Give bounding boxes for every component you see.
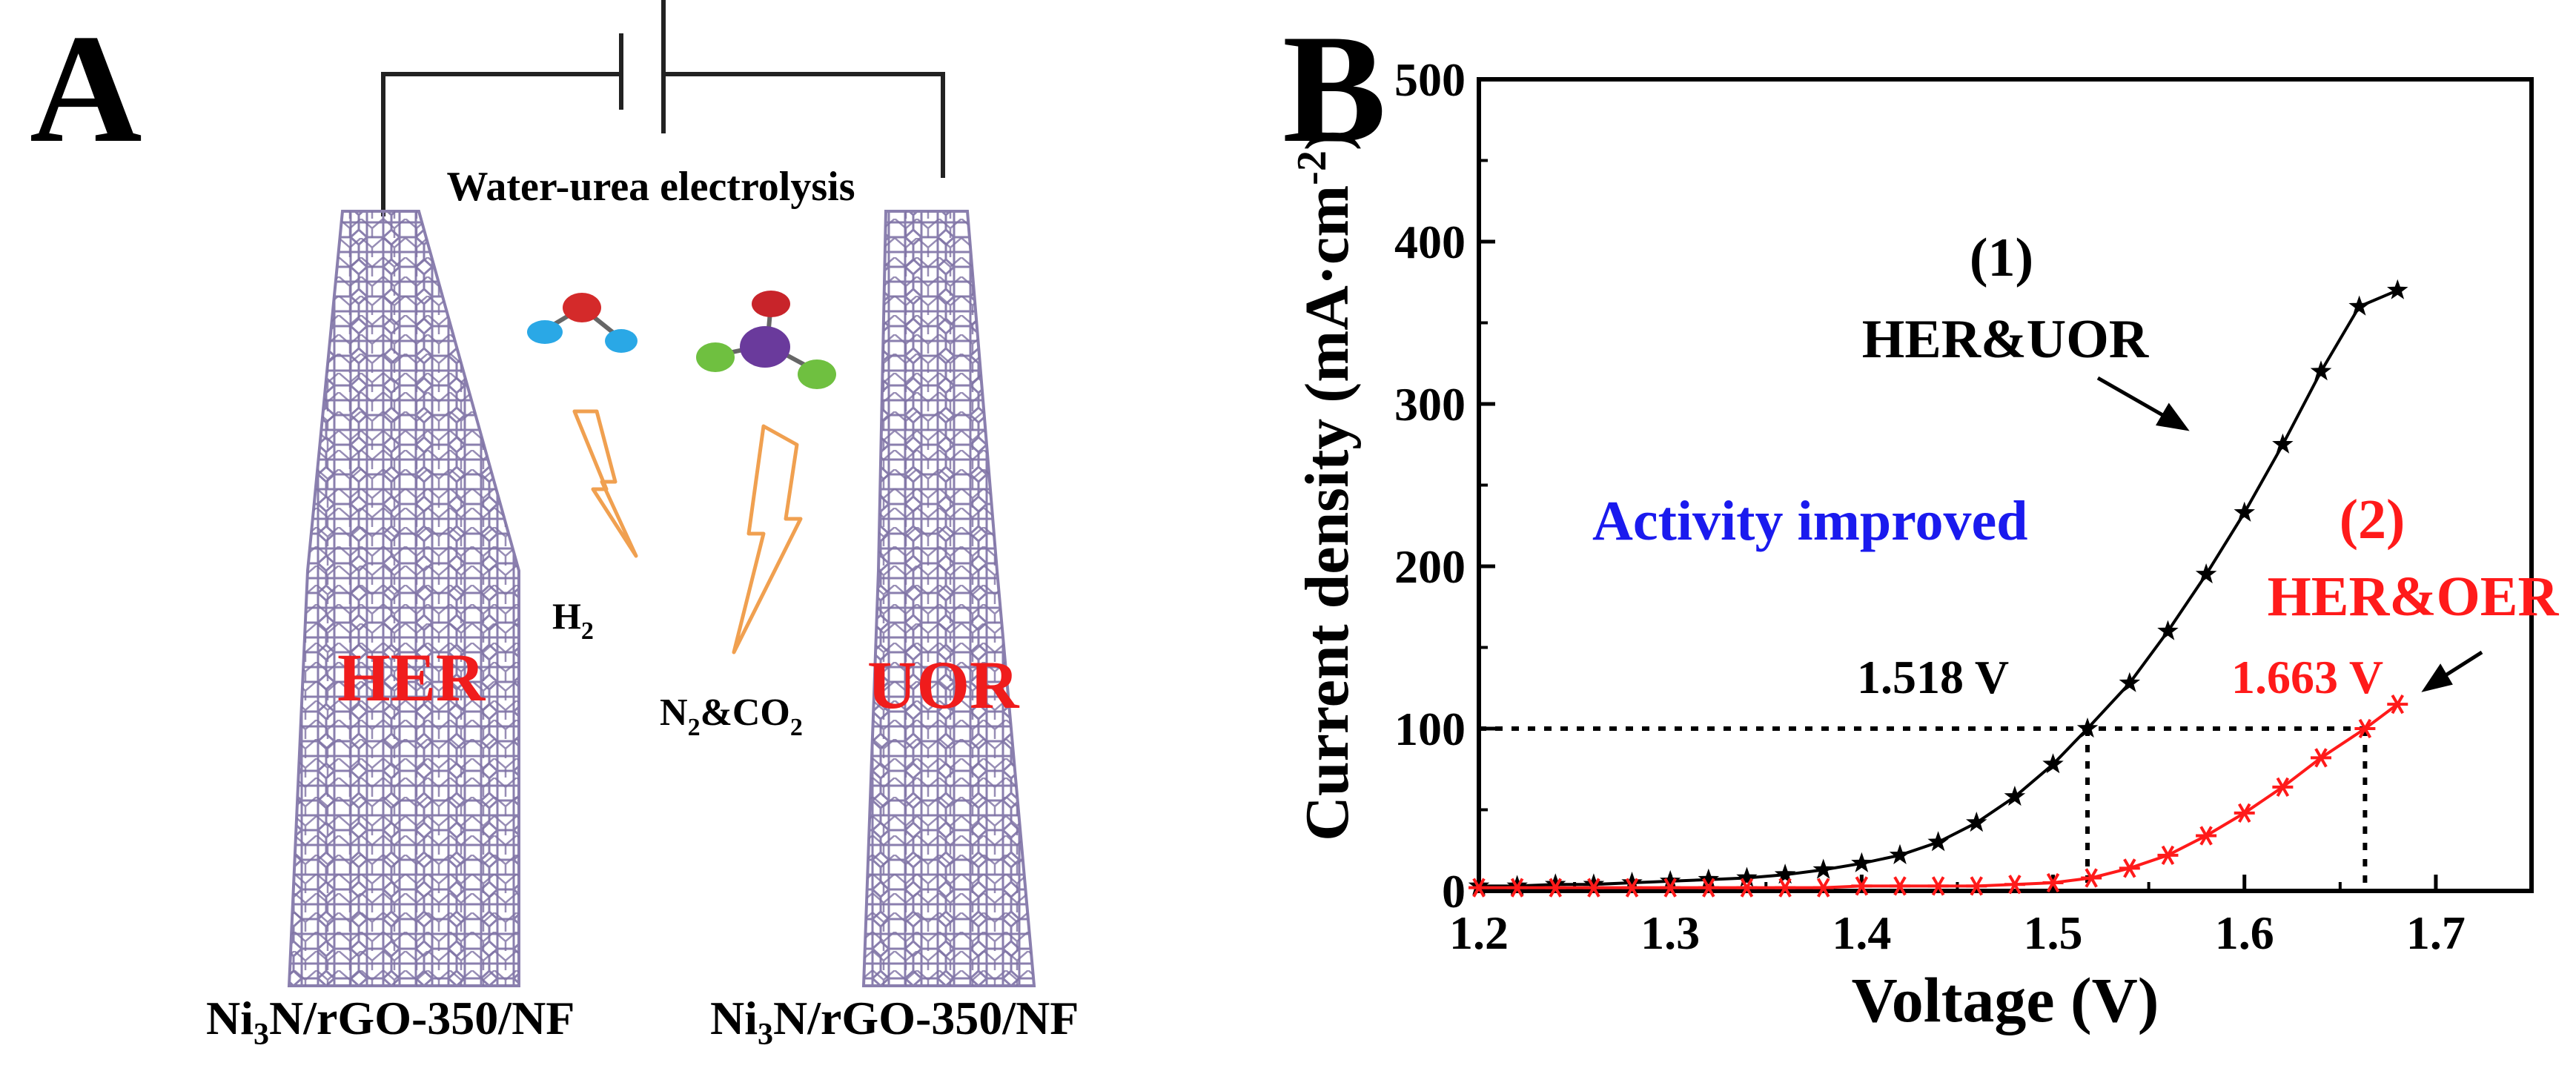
series-2-point-0 [1469, 878, 1489, 898]
reference-lines [1479, 726, 2368, 891]
series-2-point-17 [2119, 858, 2140, 878]
series-2-point-10 [1851, 876, 1873, 896]
series-2-point-8 [1775, 878, 1796, 898]
series-1-point-12 [1927, 831, 1949, 852]
y-tick-label-2: 200 [1394, 540, 1466, 593]
series-line-1 [1479, 288, 2399, 888]
series-1-point-5 [1659, 869, 1681, 890]
series-1-point-7 [1736, 866, 1758, 887]
series-2-point-3 [1583, 878, 1604, 898]
series-2-point-9 [1812, 878, 1834, 898]
annotation-2-arrow [2421, 650, 2483, 692]
x-tick-label-4: 1.6 [2215, 906, 2274, 959]
voltage-1-label: 1.518 V [1857, 651, 2009, 703]
series-1-point-22 [2310, 360, 2332, 381]
circuit-caption: Water-urea electrolysis [446, 164, 855, 210]
series-1-point-8 [1774, 863, 1796, 884]
series-2-point-1 [1506, 878, 1528, 898]
series-layer [1468, 279, 2408, 898]
y-axis-label: Current density (mA·cm-2) [1289, 130, 1362, 841]
series-2-point-15 [2042, 872, 2064, 893]
x-tick-label-1: 1.3 [1640, 906, 1700, 959]
circuit-wire [381, 0, 945, 216]
lightning-bolt-left-icon [572, 409, 638, 558]
series-1-point-2 [1545, 873, 1566, 894]
series-1-point-15 [2042, 753, 2064, 774]
left-electrode-caption: Ni3N/rGO-350/NF [206, 992, 575, 1052]
series-2-point-14 [2004, 875, 2025, 895]
activity-improved-label: Activity improved [1592, 490, 2028, 552]
series-2-point-4 [1621, 878, 1643, 898]
lightning-bolt-right-icon [732, 424, 803, 654]
series-1-point-21 [2272, 433, 2294, 454]
series-1-point-13 [1966, 812, 1987, 832]
x-tick-label-2: 1.4 [1832, 906, 1891, 959]
right-electrode-caption: Ni3N/rGO-350/NF [710, 992, 1079, 1052]
series-2-point-21 [2272, 777, 2294, 797]
products-label: N2&CO2 [660, 692, 803, 741]
panel-b-label: B [1282, 3, 1386, 175]
plot-frame [1477, 77, 2534, 893]
x-tick-label-0: 1.2 [1449, 906, 1509, 959]
series-1-point-3 [1583, 873, 1605, 894]
y-axis-ticks: 0 100 200 300 400 500 [1394, 53, 1495, 918]
panel-a-label: A [30, 3, 142, 175]
y-tick-label-0: 0 [1442, 865, 1466, 918]
x-tick-label-5: 1.7 [2406, 906, 2466, 959]
series-1-point-10 [1851, 852, 1873, 872]
y-tick-label-3: 300 [1394, 378, 1466, 431]
annotation-2-number: (2) [2340, 488, 2406, 551]
series-2-point-12 [1927, 876, 1949, 896]
annotation-1-number: (1) [1970, 228, 2033, 288]
series-1-point-19 [2195, 563, 2217, 584]
x-axis-ticks: 1.2 1.3 1.4 1.5 1.6 1.7 [1449, 875, 2466, 959]
y-tick-label-1: 100 [1394, 703, 1466, 755]
series-2-point-18 [2157, 845, 2179, 865]
her-tag: HER [337, 640, 486, 715]
series-1-point-20 [2234, 501, 2255, 522]
h2-label: H2 [552, 595, 594, 645]
series-1-point-18 [2157, 620, 2179, 640]
urea-molecule-icon [696, 291, 836, 389]
series-2-point-24 [2387, 695, 2408, 715]
panel-a: A Water-urea electrolysis [30, 0, 1079, 1052]
uor-tag: UOR [867, 647, 1020, 723]
annotation-1-label: HER&UOR [1862, 309, 2150, 370]
series-1-point-9 [1812, 858, 1834, 879]
series-2-point-2 [1545, 878, 1566, 898]
series-1-point-4 [1621, 872, 1643, 892]
series-2-point-22 [2311, 748, 2331, 768]
series-1-point-17 [2119, 672, 2141, 692]
series-2-point-7 [1736, 878, 1758, 898]
series-1-point-23 [2348, 295, 2370, 316]
series-2-point-16 [2081, 868, 2102, 888]
series-2-point-13 [1966, 876, 1987, 896]
series-1-point-6 [1698, 868, 1720, 889]
y-tick-label-5: 500 [1394, 53, 1466, 106]
series-1-point-14 [2004, 786, 2026, 806]
series-1-point-11 [1889, 843, 1911, 864]
series-1-point-16 [2076, 717, 2099, 738]
water-molecule-icon [527, 293, 638, 353]
series-2-point-5 [1660, 878, 1681, 898]
series-2-point-23 [2354, 718, 2376, 739]
annotation-2-label: HER&OER [2268, 566, 2560, 628]
series-line-2 [1479, 703, 2399, 889]
panel-b: B 0 100 200 300 400 500 1.2 1.3 1.4 1.5 1.6 1.7 Cu… [1282, 3, 2559, 1035]
series-2-point-20 [2234, 803, 2255, 823]
annotation-1-arrow [2096, 376, 2190, 431]
x-axis-label: Voltage (V) [1852, 964, 2159, 1035]
x-tick-label-3: 1.5 [2024, 906, 2083, 959]
series-2-point-11 [1890, 876, 1910, 896]
voltage-2-label: 1.663 V [2231, 651, 2383, 703]
y-tick-label-4: 400 [1394, 216, 1466, 268]
series-2-point-6 [1698, 878, 1719, 898]
series-1-point-24 [2387, 279, 2408, 299]
series-2-point-19 [2196, 826, 2217, 846]
